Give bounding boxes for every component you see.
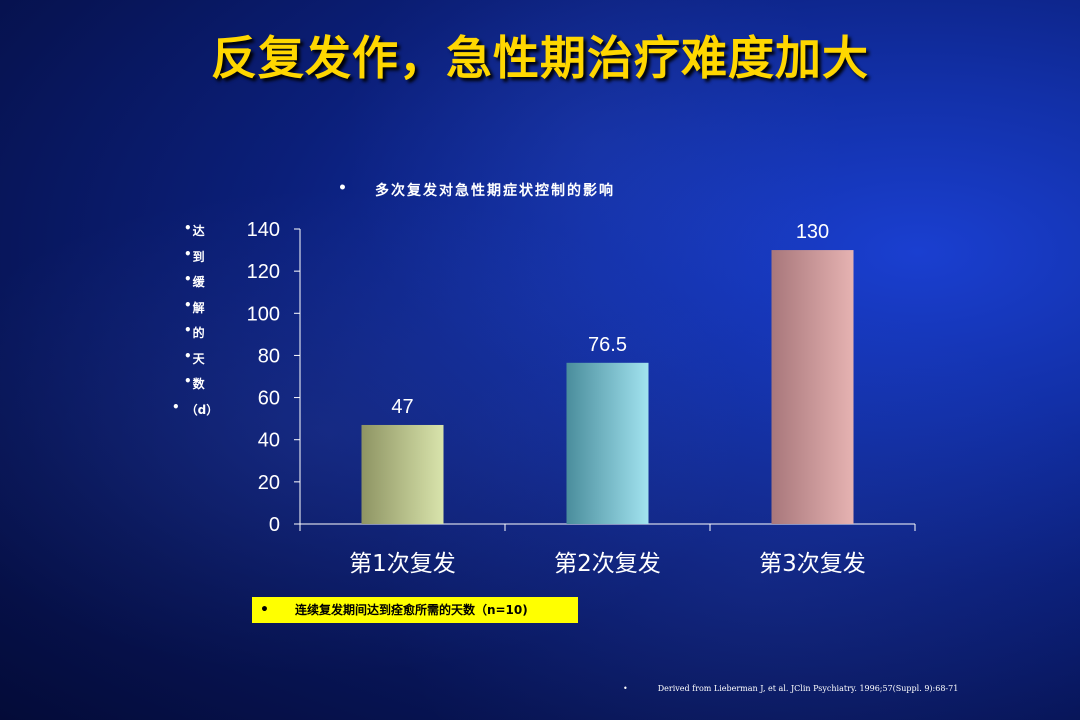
y-axis-label-char: •达 — [184, 221, 205, 239]
y-axis-label-text: 天 — [192, 351, 205, 366]
y-axis-label-text: 数 — [192, 377, 205, 391]
y-tick-label: 20 — [258, 472, 280, 494]
chart-subtitle: • 多次复发对急性期症状控制的影响 — [338, 180, 615, 200]
bullet-icon: • — [184, 323, 192, 337]
y-axis-label-text: （d） — [185, 402, 219, 417]
y-tick-label: 60 — [258, 388, 280, 410]
x-category-label: 第3次复发 — [759, 551, 866, 577]
x-category-label: 第1次复发 — [349, 551, 456, 577]
chart-subtitle-text: 多次复发对急性期症状控制的影响 — [374, 183, 615, 199]
bullet-icon: • — [184, 221, 192, 235]
bar-value-label: 130 — [796, 221, 829, 243]
y-axis-label-char: • （d） — [172, 399, 219, 418]
bar — [361, 424, 444, 524]
y-axis-label-text: 到 — [192, 249, 205, 264]
y-axis-label-char: •的 — [184, 323, 205, 341]
y-tick-label: 40 — [258, 430, 280, 452]
bullet-icon: • — [260, 602, 269, 618]
y-axis-label-text: 缓 — [192, 275, 205, 289]
footnote-text: 连续复发期间达到痊愈所需的天数（n=10) — [294, 603, 528, 617]
bullet-icon: • — [184, 297, 192, 312]
y-tick-label: 120 — [247, 261, 280, 283]
x-category-label: 第2次复发 — [554, 551, 661, 577]
slide-title: 反复发作，急性期治疗难度加大 — [211, 31, 869, 85]
bullet-icon: • — [184, 272, 192, 286]
bullet-icon: • — [184, 246, 192, 261]
y-axis-label-char: •到 — [184, 246, 205, 265]
bullet-icon: • — [172, 399, 180, 414]
y-axis-label-char: •数 — [184, 374, 205, 392]
source-text: Derived from Lieberman J, et al. JClin P… — [657, 684, 959, 693]
bullet-icon: • — [184, 348, 192, 363]
y-axis-label-text: 的 — [192, 326, 205, 340]
y-axis-label-char: •解 — [184, 297, 205, 316]
source-citation: • Derived from Lieberman J, et al. JClin … — [623, 684, 958, 693]
bar-value-label: 47 — [391, 396, 413, 418]
y-axis-label-text: 解 — [192, 300, 205, 315]
bar-value-label: 76.5 — [588, 334, 627, 356]
y-axis-label-char: •缓 — [184, 272, 205, 290]
y-tick-label: 140 — [247, 219, 280, 241]
bullet-icon: • — [623, 684, 628, 693]
bullet-icon: • — [338, 180, 349, 196]
bullet-icon: • — [184, 374, 192, 388]
y-axis-label-text: 达 — [192, 224, 205, 238]
bar — [566, 362, 649, 524]
bar — [771, 250, 854, 525]
y-tick-label: 0 — [269, 514, 280, 536]
y-axis-label-char: •天 — [184, 348, 205, 367]
y-tick-label: 100 — [247, 303, 280, 325]
y-tick-label: 80 — [258, 345, 280, 367]
footnote-box: • 连续复发期间达到痊愈所需的天数（n=10) — [252, 597, 578, 623]
